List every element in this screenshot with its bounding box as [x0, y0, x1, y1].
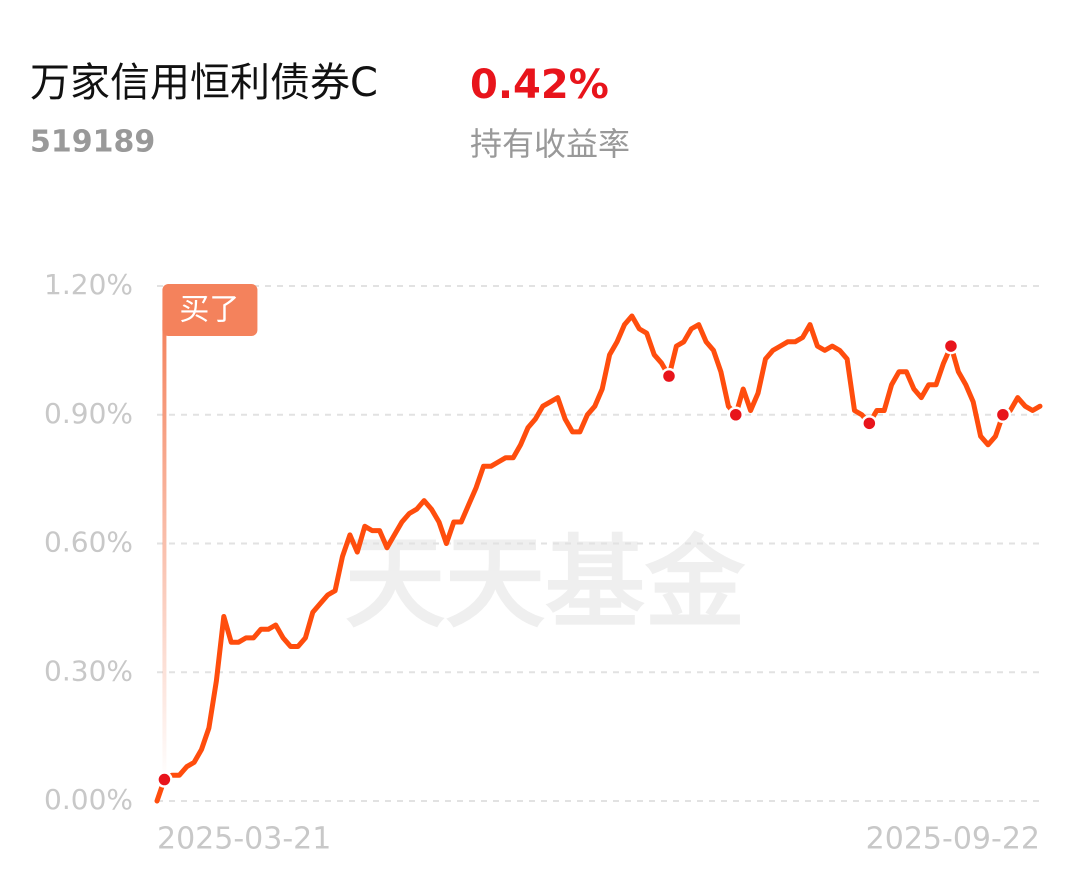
y-tick-label: 0.30% [44, 654, 133, 687]
y-tick-label: 0.60% [44, 526, 133, 559]
trade-marker [156, 771, 173, 788]
y-tick-label: 0.00% [44, 783, 133, 816]
watermark: 天天基金 [345, 524, 746, 641]
y-tick-label: 1.20% [44, 268, 133, 301]
y-tick-label: 0.90% [44, 397, 133, 430]
holding-return: 0.42% [470, 62, 609, 108]
x-tick-label: 2025-03-21 [157, 822, 331, 857]
fund-code: 519189 [30, 125, 155, 160]
fund-title: 万家信用恒利债券C [30, 60, 378, 106]
return-line [154, 313, 1043, 804]
buy-line [162, 320, 167, 780]
trade-marker [861, 415, 878, 432]
trade-marker [994, 406, 1012, 423]
trade-marker [727, 406, 745, 423]
trade-marker [942, 337, 960, 355]
buy-label: 买了 [179, 293, 239, 328]
trade-marker [660, 367, 678, 385]
return-label: 持有收益率 [470, 125, 630, 163]
buy-label-box [162, 284, 258, 336]
x-tick-label: 2025-09-22 [866, 822, 1040, 857]
